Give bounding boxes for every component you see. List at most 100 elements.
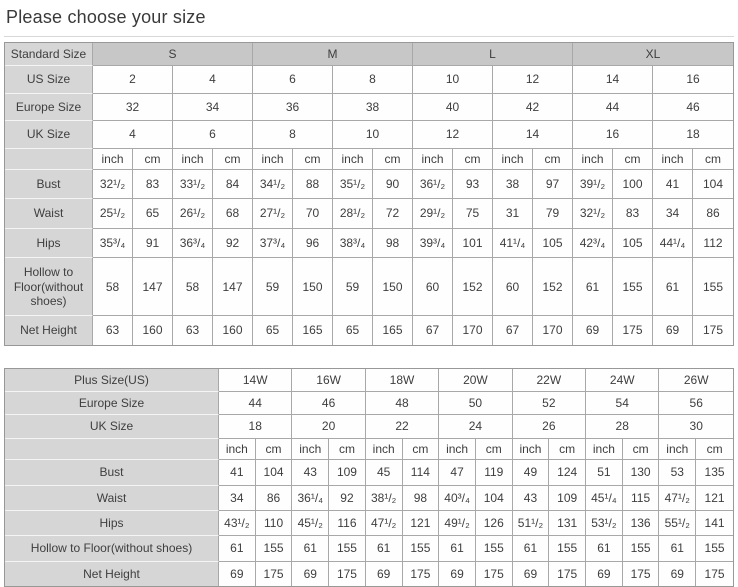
value-cell: 40: [413, 93, 493, 122]
value-cell: 63: [173, 316, 213, 345]
unit-header-cell: cm: [475, 438, 513, 461]
value-cell: 8: [333, 66, 413, 94]
value-cell: 175: [475, 561, 513, 587]
page-title: Please choose your size: [6, 7, 206, 27]
value-cell: 96: [293, 228, 333, 259]
value-cell: 34: [653, 199, 693, 229]
value-cell: 65: [133, 199, 173, 229]
value-cell: 150: [293, 258, 333, 317]
value-cell: 175: [329, 561, 366, 587]
value-cell: 61: [365, 536, 403, 562]
value-cell: 34: [219, 485, 256, 512]
value-cell: 155: [693, 258, 733, 317]
unit-header-cell: inch: [493, 148, 533, 170]
table-row: Hollow to Floor(without shoes) 58 147 58 147…: [5, 258, 733, 317]
value-cell: 61: [653, 258, 693, 317]
unit-header-cell: inch: [292, 438, 330, 461]
unit-header-cell: cm: [613, 148, 653, 170]
size-group-cell: S: [93, 43, 253, 67]
value-cell: 38³/₄: [333, 228, 373, 259]
size-group-cell: L: [413, 43, 573, 67]
plus-size-table: Plus Size(US) 14W 16W 18W 20W 22W 24W 26W Europe…: [4, 367, 734, 587]
value-cell: 47: [439, 460, 476, 486]
value-cell: 42: [493, 93, 573, 122]
value-cell: 22: [365, 415, 440, 439]
value-cell: 28: [586, 415, 660, 439]
unit-header-cell: cm: [133, 148, 173, 170]
title-divider: [4, 36, 734, 37]
value-cell: 10: [413, 66, 493, 94]
unit-header-cell: cm: [696, 438, 733, 461]
value-cell: 35³/₄: [93, 228, 133, 259]
value-cell: 136: [622, 511, 660, 537]
value-cell: 69: [292, 561, 330, 587]
value-cell: 41: [653, 169, 693, 200]
unit-header-cell: cm: [293, 148, 333, 170]
value-cell: 65: [253, 316, 293, 345]
value-cell: 43: [292, 460, 330, 486]
standard-size-table: Standard Size S M L XL US Size 2 4 6 8 10 12 14 16 Eur…: [4, 42, 734, 346]
value-cell: 175: [255, 561, 293, 587]
value-cell: 131: [549, 511, 587, 537]
value-cell: 47¹/₂: [659, 485, 697, 512]
unit-header-cell: cm: [213, 148, 253, 170]
unit-header-cell: cm: [693, 148, 733, 170]
value-cell: 114: [402, 460, 440, 486]
value-cell: 38¹/₂: [365, 485, 403, 512]
unit-header-cell: inch: [413, 148, 453, 170]
value-cell: 18W: [365, 368, 440, 393]
size-group-cell: M: [253, 43, 413, 67]
value-cell: 69: [365, 561, 403, 587]
unit-header-cell: inch: [573, 148, 613, 170]
value-cell: 175: [549, 561, 587, 587]
value-cell: 67: [493, 316, 533, 345]
unit-header-cell: inch: [173, 148, 213, 170]
row-label: UK Size: [5, 121, 93, 149]
value-cell: 44: [219, 392, 293, 416]
value-cell: 119: [475, 460, 513, 486]
value-cell: 121: [402, 511, 440, 537]
unit-header-cell: inch: [365, 438, 403, 461]
value-cell: 26: [512, 415, 587, 439]
value-cell: 30: [659, 415, 733, 439]
value-cell: 16: [573, 121, 653, 149]
row-label: Hips: [5, 511, 219, 537]
row-label: Hips: [5, 228, 93, 259]
value-cell: 69: [439, 561, 476, 587]
value-cell: 165: [293, 316, 333, 345]
size-group-cell: XL: [573, 43, 733, 67]
value-cell: 56: [659, 392, 733, 416]
table-row: Europe Size 32 34 36 38 40 42 44 46: [5, 93, 733, 122]
size-chart-page: Please choose your size Standard Size S M L…: [0, 7, 738, 587]
table-row: US Size 2 4 6 8 10 12 14 16: [5, 66, 733, 94]
value-cell: 109: [549, 485, 587, 512]
value-cell: 16: [653, 66, 733, 94]
value-cell: 104: [475, 485, 513, 512]
value-cell: 75: [453, 199, 493, 229]
value-cell: 100: [613, 169, 653, 200]
row-label: Hollow to Floor(without shoes): [5, 258, 93, 317]
value-cell: 61: [439, 536, 476, 562]
row-label: UK Size: [5, 415, 219, 439]
value-cell: 83: [133, 169, 173, 200]
value-cell: 50: [439, 392, 513, 416]
unit-header-cell: inch: [93, 148, 133, 170]
value-cell: 83: [613, 199, 653, 229]
table-row: Plus Size(US) 14W 16W 18W 20W 22W 24W 26W: [5, 368, 733, 393]
value-cell: 16W: [292, 368, 366, 393]
table-row: Waist 34 86 36¹/₄ 92 38¹/₂ 98 40³/₄ 104 43 109 45¹/…: [5, 485, 733, 512]
row-label: Net Height: [5, 316, 93, 345]
value-cell: 105: [613, 228, 653, 259]
unit-header-cell: inch: [653, 148, 693, 170]
value-cell: 69: [586, 561, 623, 587]
value-cell: 101: [453, 228, 493, 259]
value-cell: 42³/₄: [573, 228, 613, 259]
value-cell: 29¹/₂: [413, 199, 453, 229]
value-cell: 124: [549, 460, 587, 486]
value-cell: 155: [475, 536, 513, 562]
table-row: Waist 25¹/₂ 65 26¹/₂ 68 27¹/₂ 70 28¹/₂ 72 29¹/₂ 75…: [5, 199, 733, 229]
value-cell: 58: [93, 258, 133, 317]
value-cell: 33¹/₂: [173, 169, 213, 200]
row-label: Waist: [5, 485, 219, 512]
value-cell: 90: [373, 169, 413, 200]
